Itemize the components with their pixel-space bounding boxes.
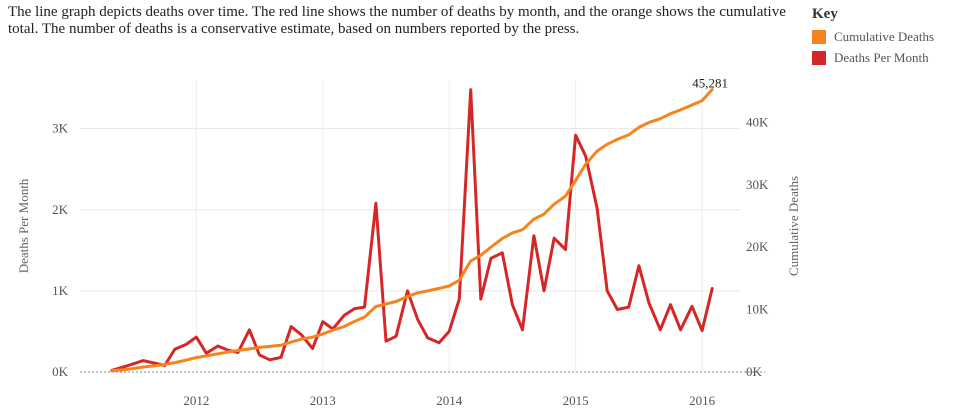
chart-description: The line graph depicts deaths over time.…: [8, 4, 786, 37]
legend-swatch-cumulative: [812, 30, 826, 44]
legend: Key Cumulative Deaths Deaths Per Month: [812, 6, 934, 71]
legend-item-cumulative[interactable]: Cumulative Deaths: [812, 29, 934, 45]
x-tick-label: 2013: [310, 393, 336, 408]
x-tick-label: 2012: [183, 393, 209, 408]
x-tick-label: 2014: [436, 393, 463, 408]
legend-swatch-per-month: [812, 51, 826, 65]
legend-item-per-month[interactable]: Deaths Per Month: [812, 50, 934, 66]
x-tick-label: 2015: [563, 393, 589, 408]
legend-label-cumulative: Cumulative Deaths: [834, 29, 935, 44]
left-tick-label: 0K: [52, 364, 69, 379]
series-line-deaths-per-month: [110, 88, 714, 372]
right-tick-label: 40K: [746, 114, 769, 129]
right-tick-label: 20K: [746, 239, 769, 254]
right-tick-label: 30K: [746, 177, 769, 192]
right-tick-label: 10K: [746, 302, 769, 317]
x-tick-label: 2016: [689, 393, 716, 408]
end-value-annotation: 45,281: [692, 75, 728, 90]
legend-title: Key: [812, 6, 838, 22]
left-axis-title: Deaths Per Month: [16, 178, 31, 273]
left-tick-label: 1K: [52, 283, 69, 298]
legend-label-per-month: Deaths Per Month: [834, 50, 929, 65]
left-tick-label: 3K: [52, 121, 69, 136]
right-tick-label: 0K: [746, 364, 763, 379]
series-line-cumulative-deaths: [110, 88, 714, 373]
left-tick-label: 2K: [52, 202, 69, 217]
right-axis-title: Cumulative Deaths: [786, 176, 801, 276]
